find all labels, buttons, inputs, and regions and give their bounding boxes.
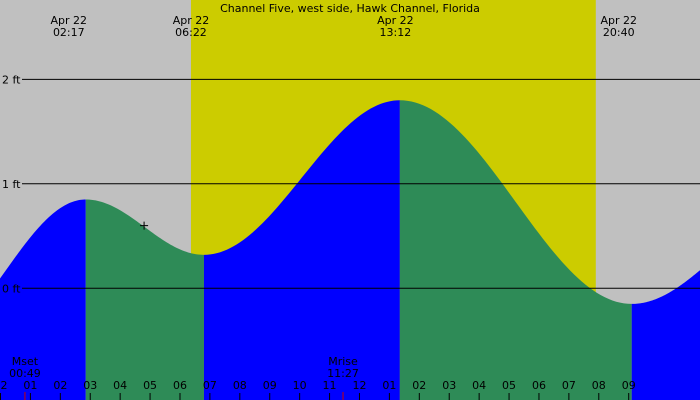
x-tick-label: 10 [293,379,307,392]
sun-event-time: 06:22 [175,26,207,39]
sun-event-time: 13:12 [380,26,412,39]
x-tick-label: 08 [592,379,606,392]
x-tick-label: 03 [83,379,97,392]
x-tick-label: 07 [203,379,217,392]
sun-event-time: 02:17 [53,26,85,39]
current-time-marker [140,221,149,230]
moon-event-label: Mset [12,355,39,368]
falling-tide-segment [399,100,632,400]
x-tick-label: 05 [143,379,157,392]
x-tick-label: 11 [323,379,337,392]
x-tick-label: 01 [23,379,37,392]
sun-event-date: Apr 22 [600,14,637,27]
gridlines [0,78,700,400]
x-tick-label: 01 [382,379,396,392]
moon-event-time: 11:27 [327,367,359,380]
x-tick-label: 06 [532,379,546,392]
sun-event-time: 20:40 [603,26,635,39]
x-tick-label: 12 [352,379,366,392]
falling-tide-segment [85,199,204,400]
tide-area [0,100,700,400]
x-tick-label: 02 [53,379,67,392]
x-tick-label: 09 [263,379,277,392]
moon-event-time: 00:49 [9,367,41,380]
x-tick-label: 12 [0,379,7,392]
x-tick-label: 05 [502,379,516,392]
x-tick-label: 07 [562,379,576,392]
sun-event-date: Apr 22 [51,14,88,27]
x-tick-label: 06 [173,379,187,392]
x-tick-label: 04 [472,379,486,392]
moon-event-label: Mrise [328,355,358,368]
x-tick-label: 09 [622,379,636,392]
x-tick-label: 08 [233,379,247,392]
labels: Channel Five, west side, Hawk Channel, F… [0,2,637,392]
rising-tide-segment [203,100,400,400]
x-tick-label: 04 [113,379,127,392]
sun-event-date: Apr 22 [173,14,210,27]
y-tick-label: 2 ft [2,73,21,86]
x-tick-label: 02 [412,379,426,392]
chart-title: Channel Five, west side, Hawk Channel, F… [220,2,480,15]
x-tick-label: 03 [442,379,456,392]
rising-tide-segment [0,199,86,400]
sun-event-date: Apr 22 [377,14,414,27]
y-tick-label: 0 ft [2,282,21,295]
rising-tide-segment [631,270,700,400]
y-tick-label: 1 ft [2,178,21,191]
